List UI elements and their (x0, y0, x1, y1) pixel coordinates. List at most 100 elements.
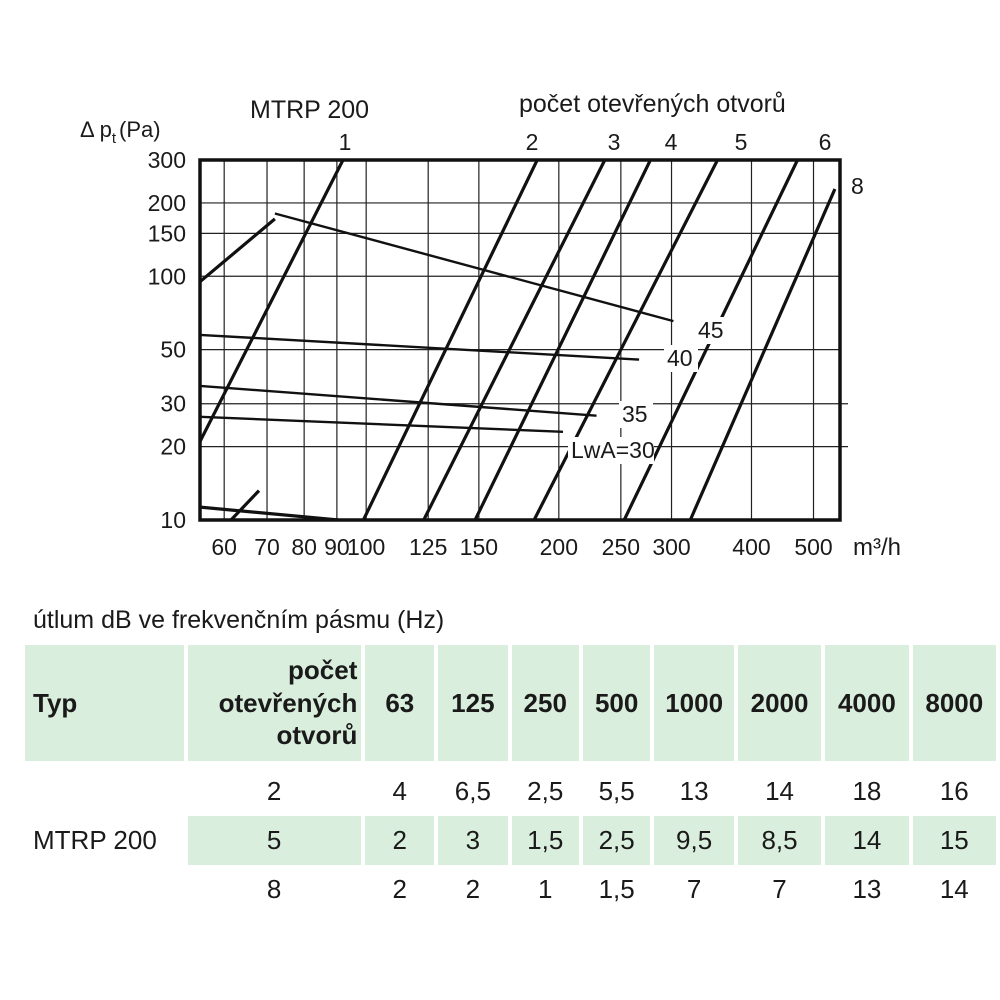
row-count: 2 (266, 776, 282, 806)
table-header-row: Typ počet otevřených otvorů 63 125 250 5… (25, 645, 996, 761)
header-count-line: počet (288, 655, 358, 686)
row-type: MTRP 200 (25, 816, 185, 865)
x-tick-label: 200 (540, 534, 578, 560)
row-value: 2,5 (582, 816, 651, 865)
opening-line (688, 188, 837, 520)
opening-line-label: 2 (526, 129, 539, 155)
row-value: 13 (679, 776, 709, 806)
x-tick-label: 500 (794, 534, 832, 560)
header-count: počet otevřených otvorů (188, 645, 362, 761)
header-freq: 8000 (912, 645, 996, 761)
x-tick-label: 60 (211, 534, 237, 560)
header-freq: 500 (582, 645, 651, 761)
row-value: 15 (912, 816, 996, 865)
row-value: 7 (686, 874, 702, 904)
noise-line (200, 384, 597, 417)
x-tick-label: 400 (732, 534, 770, 560)
header-freq: 2000 (737, 645, 822, 761)
row-value: 5,5 (598, 776, 635, 806)
plot-frame (198, 158, 842, 522)
row-value: 4 (392, 776, 408, 806)
y-tick-label: 10 (160, 507, 186, 533)
row-value: 3 (438, 816, 508, 865)
row-value: 13 (852, 874, 882, 904)
opening-line (473, 160, 652, 520)
opening-line (422, 160, 607, 520)
opening-line-label: 3 (608, 129, 621, 155)
table-row: 8 2 2 1 1,5 7 7 13 14 (25, 865, 996, 914)
y-axis-label-unit: (Pa) (119, 117, 161, 142)
row-count: 8 (266, 874, 282, 904)
chart-title: MTRP 200 (250, 96, 369, 124)
header-freq: 63 (365, 645, 435, 761)
header-count-line: otvorů (276, 720, 358, 751)
x-tick-label: 250 (602, 534, 640, 560)
y-tick-label: 100 (148, 263, 186, 289)
row-count: 5 (188, 816, 362, 865)
x-tick-label: 125 (409, 534, 447, 560)
x-tick-label: 80 (291, 534, 317, 560)
header-freq: 250 (511, 645, 579, 761)
row-value: 8,5 (737, 816, 822, 865)
x-tick-label: 150 (460, 534, 498, 560)
row-value: 1,5 (511, 816, 579, 865)
row-value: 7 (772, 874, 787, 904)
table-row: 2 4 6,5 2,5 5,5 13 14 18 16 (25, 767, 996, 816)
x-tick-label: 100 (347, 534, 385, 560)
table-row: MTRP 200 5 2 3 1,5 2,5 9,5 8,5 14 15 (25, 816, 996, 865)
row-value: 16 (939, 776, 969, 806)
y-axis-label-sub: t (112, 130, 117, 147)
row-value: 1 (538, 874, 553, 904)
x-tick-label: 90 (324, 534, 350, 560)
x-axis-unit: m³/h (853, 534, 901, 561)
x-tick-label: 70 (254, 534, 280, 560)
header-freq: 4000 (825, 645, 909, 761)
y-tick-label: 150 (148, 220, 186, 246)
row-value: 2 (365, 816, 435, 865)
row-value: 2,5 (527, 776, 564, 806)
y-tick-label: 30 (160, 391, 186, 417)
noise-line (200, 415, 564, 433)
table-caption: útlum dB ve frekvenčním pásmu (Hz) (33, 606, 445, 634)
opening-line-label: 8 (851, 173, 864, 199)
header-typ: Typ (25, 645, 185, 761)
row-value: 2 (392, 874, 408, 904)
noise-line-label: 45 (698, 317, 724, 343)
grid (200, 159, 848, 520)
noise-line-label: 35 (622, 401, 648, 427)
header-count-line: otevřených (218, 687, 358, 718)
y-tick-label: 20 (160, 434, 186, 460)
y-tick-labels: 10 20 30 50 100 150 200 300 (148, 147, 186, 533)
opening-line (532, 160, 719, 520)
row-value: 1,5 (598, 874, 635, 904)
opening-line (200, 217, 276, 283)
y-tick-label: 50 (160, 337, 186, 363)
header-freq: 125 (438, 645, 508, 761)
opening-line-label: 4 (665, 129, 678, 155)
row-value: 6,5 (454, 776, 491, 806)
opening-line (200, 505, 339, 520)
top-axis-label: počet otevřených otvorů (519, 90, 786, 118)
row-value: 14 (765, 776, 794, 806)
pressure-flow-chart: MTRP 200 počet otevřených otvorů Δ pt (Pa… (80, 90, 901, 561)
y-tick-label: 200 (148, 190, 186, 216)
attenuation-table: Typ počet otevřených otvorů 63 125 250 5… (21, 645, 1000, 914)
noise-line (200, 333, 640, 361)
opening-line-label: 6 (819, 129, 832, 155)
row-value: 18 (852, 776, 882, 806)
opening-line (361, 160, 539, 520)
row-value: 9,5 (654, 816, 734, 865)
noise-line (274, 212, 674, 323)
x-tick-label: 300 (652, 534, 690, 560)
y-tick-label: 300 (148, 147, 186, 173)
noise-line-label: LwA=30 (571, 437, 655, 463)
opening-line-label: 5 (735, 129, 748, 155)
opening-line (200, 160, 345, 443)
y-axis-label: Δ pt (Pa) (80, 117, 161, 147)
row-value: 14 (939, 874, 969, 904)
noise-line-label: 40 (667, 345, 693, 371)
row-value: 14 (825, 816, 909, 865)
header-freq: 1000 (654, 645, 734, 761)
